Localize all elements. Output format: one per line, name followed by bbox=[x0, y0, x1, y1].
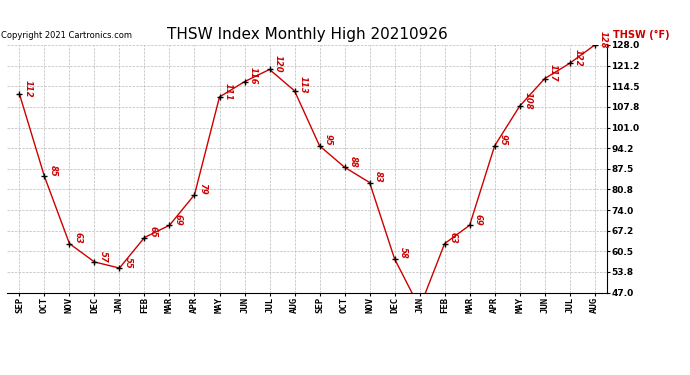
Text: 57: 57 bbox=[99, 251, 108, 262]
Text: 111: 111 bbox=[224, 82, 233, 100]
Text: 69: 69 bbox=[474, 214, 483, 226]
Text: 88: 88 bbox=[348, 156, 357, 168]
Text: 79: 79 bbox=[199, 183, 208, 195]
Text: 85: 85 bbox=[48, 165, 57, 177]
Text: 63: 63 bbox=[448, 232, 457, 244]
Text: 95: 95 bbox=[499, 134, 508, 146]
Text: 117: 117 bbox=[549, 64, 558, 82]
Text: 112: 112 bbox=[23, 80, 32, 97]
Text: 120: 120 bbox=[274, 55, 283, 73]
Text: 55: 55 bbox=[124, 256, 132, 268]
Text: 58: 58 bbox=[399, 248, 408, 259]
Text: 122: 122 bbox=[574, 49, 583, 67]
Text: 108: 108 bbox=[524, 92, 533, 110]
Text: 83: 83 bbox=[374, 171, 383, 183]
Text: Copyright 2021 Cartronics.com: Copyright 2021 Cartronics.com bbox=[1, 31, 132, 40]
Text: 116: 116 bbox=[248, 67, 257, 85]
Text: 128: 128 bbox=[599, 31, 608, 48]
Text: 95: 95 bbox=[324, 134, 333, 146]
Title: THSW Index Monthly High 20210926: THSW Index Monthly High 20210926 bbox=[167, 27, 447, 42]
Text: THSW (°F): THSW (°F) bbox=[613, 30, 670, 40]
Text: 113: 113 bbox=[299, 76, 308, 94]
Text: 65: 65 bbox=[148, 226, 157, 238]
Text: 69: 69 bbox=[174, 214, 183, 226]
Text: 42: 42 bbox=[0, 374, 1, 375]
Text: 63: 63 bbox=[74, 232, 83, 244]
